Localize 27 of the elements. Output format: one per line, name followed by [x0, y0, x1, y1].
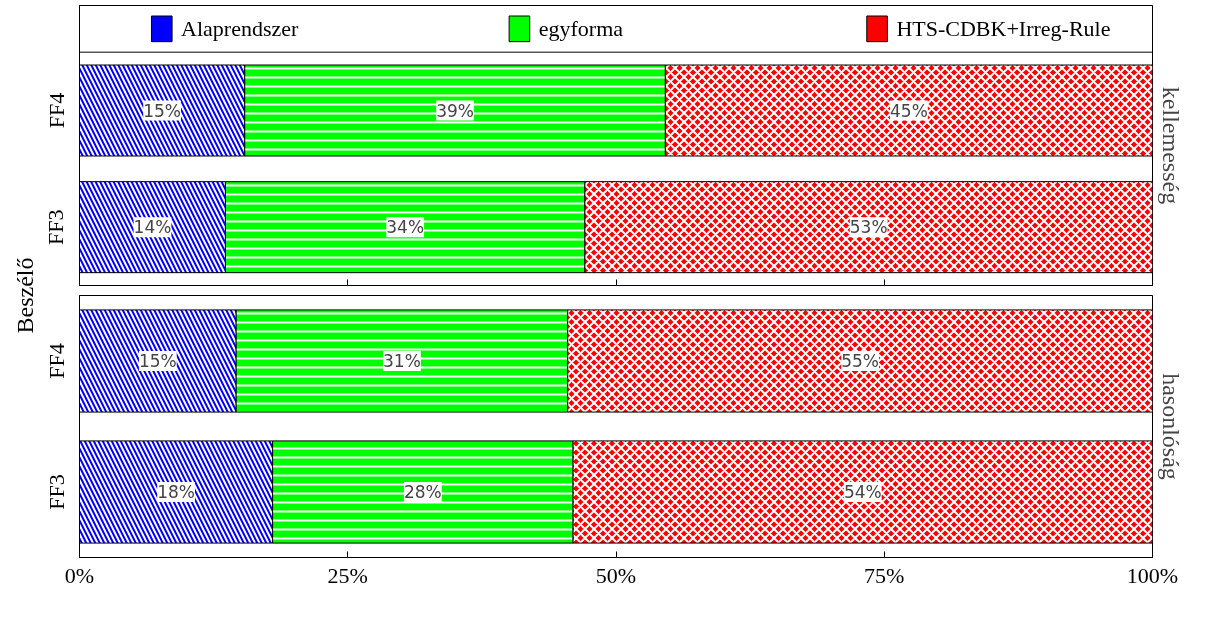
data-label: 15% [143, 100, 182, 121]
y-tick-label: FF3 [43, 474, 69, 510]
data-label: 18% [157, 482, 195, 502]
y-axis-title: Beszélő [11, 257, 38, 334]
x-tick-label: 100% [1126, 562, 1179, 588]
data-label: 45% [890, 100, 928, 121]
data-label: 39% [436, 100, 474, 121]
data-label: 14% [133, 217, 172, 238]
legend-label: Alaprendszer [181, 16, 300, 42]
text: kellemesség [1157, 86, 1184, 205]
x-tick-label: 0% [64, 562, 95, 588]
y-tick-label: FF4 [43, 92, 69, 129]
y-tick-label: FF3 [43, 209, 69, 245]
data-label: 15% [138, 351, 177, 371]
data-label: 55% [841, 351, 880, 371]
legend-label: HTS-CDBK+Irreg-Rule [896, 16, 1111, 42]
x-tick-label: 50% [595, 562, 637, 588]
legend-label: egyforma [538, 16, 624, 42]
x-tick-label: 75% [864, 562, 905, 588]
data-label: 28% [403, 482, 442, 502]
data-label: 31% [383, 351, 421, 371]
text: hasonlóság [1157, 373, 1184, 480]
data-label: 53% [849, 217, 888, 238]
x-tick-label: 25% [327, 562, 368, 588]
data-label: 34% [386, 217, 425, 238]
y-tick-label: FF4 [43, 343, 69, 379]
data-label: 54% [843, 482, 882, 502]
